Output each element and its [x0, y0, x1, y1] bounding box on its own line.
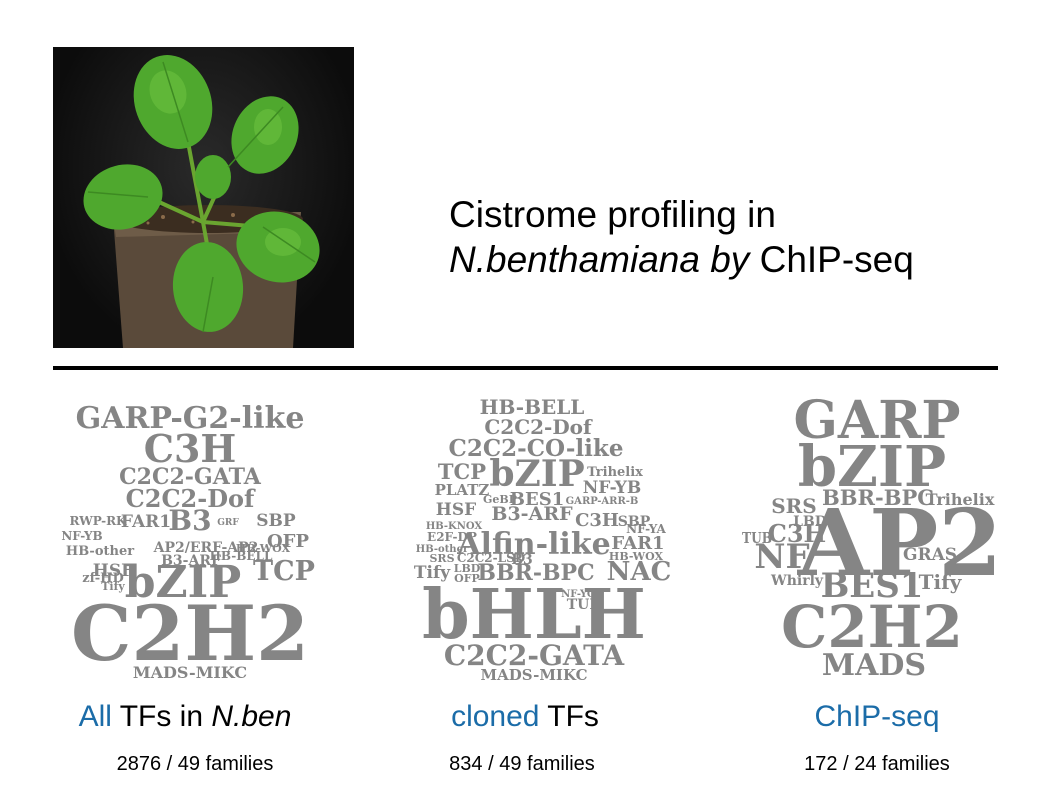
cloud-word: C2C2-LSD: [457, 551, 525, 565]
cloud-word: C3H: [575, 510, 619, 531]
cloud-word: bZIP: [125, 557, 242, 608]
cloud-word: PLATZ: [435, 481, 490, 499]
cloud-word: TUB: [567, 597, 602, 613]
cloud-word: C2C2-GATA: [444, 639, 626, 672]
plant-illustration: [83, 55, 320, 348]
cloud-word: C2H2: [781, 593, 963, 661]
cloud-word: C3H: [144, 426, 237, 471]
cloud-word: BES1: [510, 489, 564, 510]
plant-photo: [53, 47, 354, 348]
cloud-word: OFP: [454, 572, 480, 585]
cloud-word: GARP-G2-like: [76, 401, 305, 436]
cloud-word: NF: [754, 537, 809, 577]
cloud-word: HB-BELL: [480, 395, 585, 419]
caption-all-tfs: All TFs in N.ben: [30, 700, 340, 734]
cloud-word: E2F-DP: [427, 530, 477, 544]
cloud-word: Tify: [414, 563, 451, 583]
cloud-word: SRS: [771, 494, 817, 518]
cloud-word: FAR1: [611, 533, 664, 554]
cloud-word: HB-KNOX: [426, 521, 483, 532]
caption-all-tfs-italic: N.ben: [211, 700, 292, 733]
cloud-word: GARP-ARR-B: [566, 496, 639, 507]
cloud-word: Trihelix: [926, 490, 995, 509]
cloud-word: FAR1: [121, 512, 171, 532]
cloud-word: HB-other: [66, 544, 134, 559]
cloud-word: Trihelix: [587, 465, 643, 480]
cloud-word: B3: [511, 552, 533, 568]
cloud-word: B3: [168, 504, 211, 537]
cloud-word: B3-ARF: [491, 503, 573, 525]
title-line-1: Cistrome profiling in: [449, 194, 776, 235]
cloud-word: LBD: [454, 562, 481, 575]
cloud-word: MADS-MIKC: [480, 666, 587, 684]
cloud-word: zf-HD: [82, 571, 123, 586]
cloud-word: bHLH: [422, 575, 646, 655]
cloud-word: MADS: [822, 648, 926, 683]
caption-chip-seq: ChIP-seq: [722, 700, 1032, 734]
cloud-word: GRF: [217, 518, 239, 528]
title-line-2: N.benthamiana by ChIP-seq: [449, 237, 914, 282]
cloud-word: SRS: [429, 552, 454, 565]
cloud-word: TCP: [253, 556, 315, 587]
caption-cloned-tfs-highlight: cloned: [451, 700, 540, 733]
cloud-word: HB-BELL: [210, 549, 273, 563]
divider-rule: [53, 366, 998, 370]
cloud-word: NF-YA: [626, 522, 666, 536]
cloud-word: TCP: [438, 459, 486, 484]
cloud-word: TUB: [742, 529, 772, 547]
cloud-word: Tify: [101, 580, 125, 593]
cloud-word: C2C2-Dof: [126, 484, 256, 513]
cloud-word: C2H2: [71, 589, 309, 678]
cloud-word: GRAS: [903, 545, 957, 565]
cloud-word: NF-YB: [583, 478, 642, 498]
cloud-word: C3H: [768, 519, 826, 548]
slide-title: Cistrome profiling in N.benthamiana by C…: [449, 192, 914, 282]
cloud-word: BBR-BPC: [822, 485, 934, 510]
caption-cloned-tfs-text: TFs: [539, 700, 599, 733]
cloud-word: Whirly: [770, 573, 824, 589]
cloud-word: bZIP: [798, 434, 946, 500]
cloud-word: NF-YC: [561, 589, 595, 600]
cloud-word: C2C2-CO-like: [449, 435, 624, 462]
cloud-word: HB-other: [416, 544, 469, 555]
cloud-word: C2C2-GATA: [119, 464, 262, 490]
word-cloud-chip-seq: GARP bZIP SRS BBR-BPC Trihelix LBD TUB C…: [742, 390, 1003, 683]
cloud-word: BES1: [821, 566, 924, 606]
cloud-word: AP2: [797, 489, 1003, 597]
cloud-word: MADS-MIKC: [133, 663, 247, 682]
title-rest: ChIP-seq: [749, 239, 914, 280]
cloud-word: HSF: [93, 561, 133, 581]
cloud-word: HB-WOX: [609, 550, 664, 563]
cloud-word: SBP: [618, 514, 651, 530]
cloud-word: AP2/ERF-AP2: [153, 540, 259, 556]
caption-chip-seq-highlight: ChIP-seq: [814, 700, 940, 733]
cloud-word: GARP: [793, 390, 960, 451]
cloud-word: HSF: [436, 500, 476, 520]
cloud-word: B3-ARF: [161, 553, 221, 569]
cloud-word: HB-WOX: [236, 542, 291, 555]
cloud-word: NF-YB: [61, 529, 102, 543]
cloud-word: BBR-BPC: [477, 560, 594, 586]
count-chip-seq: 172 / 24 families: [804, 753, 950, 775]
cloud-word: LBD: [793, 514, 827, 530]
cloud-word: Tify: [919, 570, 963, 594]
cloud-word: bZIP: [489, 453, 584, 495]
cloud-word: NAC: [607, 557, 672, 587]
word-cloud-all-tfs: GARP-G2-like C3H C2C2-GATA C2C2-Dof FAR1…: [61, 401, 315, 682]
cloud-word: RWP-RK: [70, 514, 128, 528]
cloud-word: C2C2-Dof: [484, 415, 593, 439]
cloud-word: Alfin-like: [456, 527, 610, 562]
caption-all-tfs-highlight: All: [78, 700, 112, 733]
cloud-word: OFP: [267, 531, 309, 552]
count-cloned-tfs: 834 / 49 families: [449, 753, 595, 775]
count-all-tfs: 2876 / 49 families: [116, 753, 274, 775]
caption-all-tfs-text: TFs in: [111, 700, 212, 733]
title-italic-part: N.benthamiana by: [449, 239, 750, 280]
cloud-word: GeBP: [483, 493, 517, 506]
cloud-word: SBP: [256, 511, 296, 531]
word-cloud-cloned-tfs: HB-BELL C2C2-Dof C2C2-CO-like TCP bZIP T…: [414, 395, 672, 684]
caption-cloned-tfs: cloned TFs: [370, 700, 680, 734]
